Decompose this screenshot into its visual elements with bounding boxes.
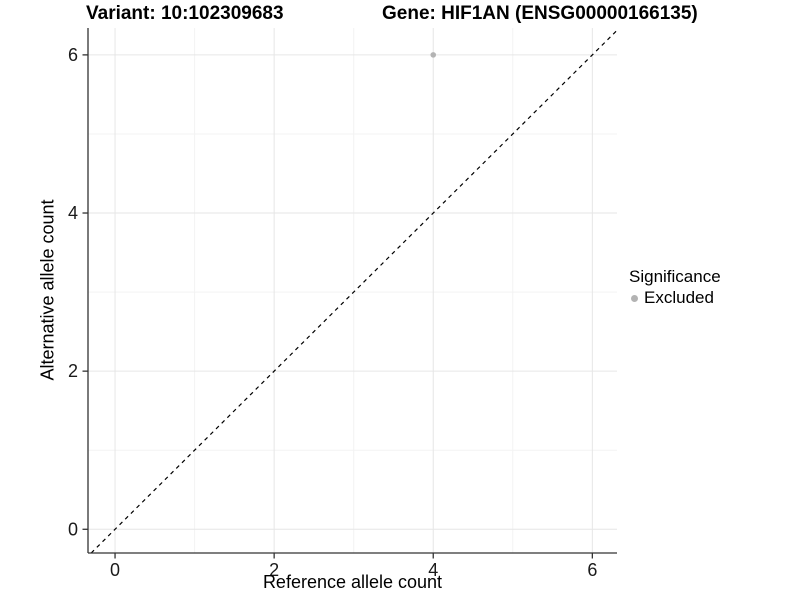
- legend: Significance Excluded: [629, 266, 721, 308]
- y-tick-label: 2: [68, 361, 78, 381]
- data-point: [430, 52, 437, 58]
- y-tick-label: 6: [68, 45, 78, 65]
- variant-title: Variant: 10:102309683: [86, 3, 284, 24]
- x-tick-label: 0: [110, 560, 120, 580]
- legend-item-excluded: Excluded: [629, 288, 721, 308]
- legend-title: Significance: [629, 267, 721, 286]
- y-axis-title: Alternative allele count: [37, 199, 58, 381]
- x-tick-label: 4: [428, 560, 438, 580]
- identity-dashed-line: [90, 29, 618, 554]
- x-tick-label: 2: [269, 560, 279, 580]
- excluded-point-swatch: [631, 294, 638, 302]
- y-tick-label: 4: [68, 203, 78, 223]
- x-axis-title: Reference allele count: [262, 572, 443, 592]
- x-tick-label: 6: [587, 560, 597, 580]
- y-tick-label: 0: [68, 519, 78, 539]
- legend-item-label: Excluded: [644, 288, 714, 307]
- gene-title: Gene: HIF1AN (ENSG00000166135): [382, 3, 698, 24]
